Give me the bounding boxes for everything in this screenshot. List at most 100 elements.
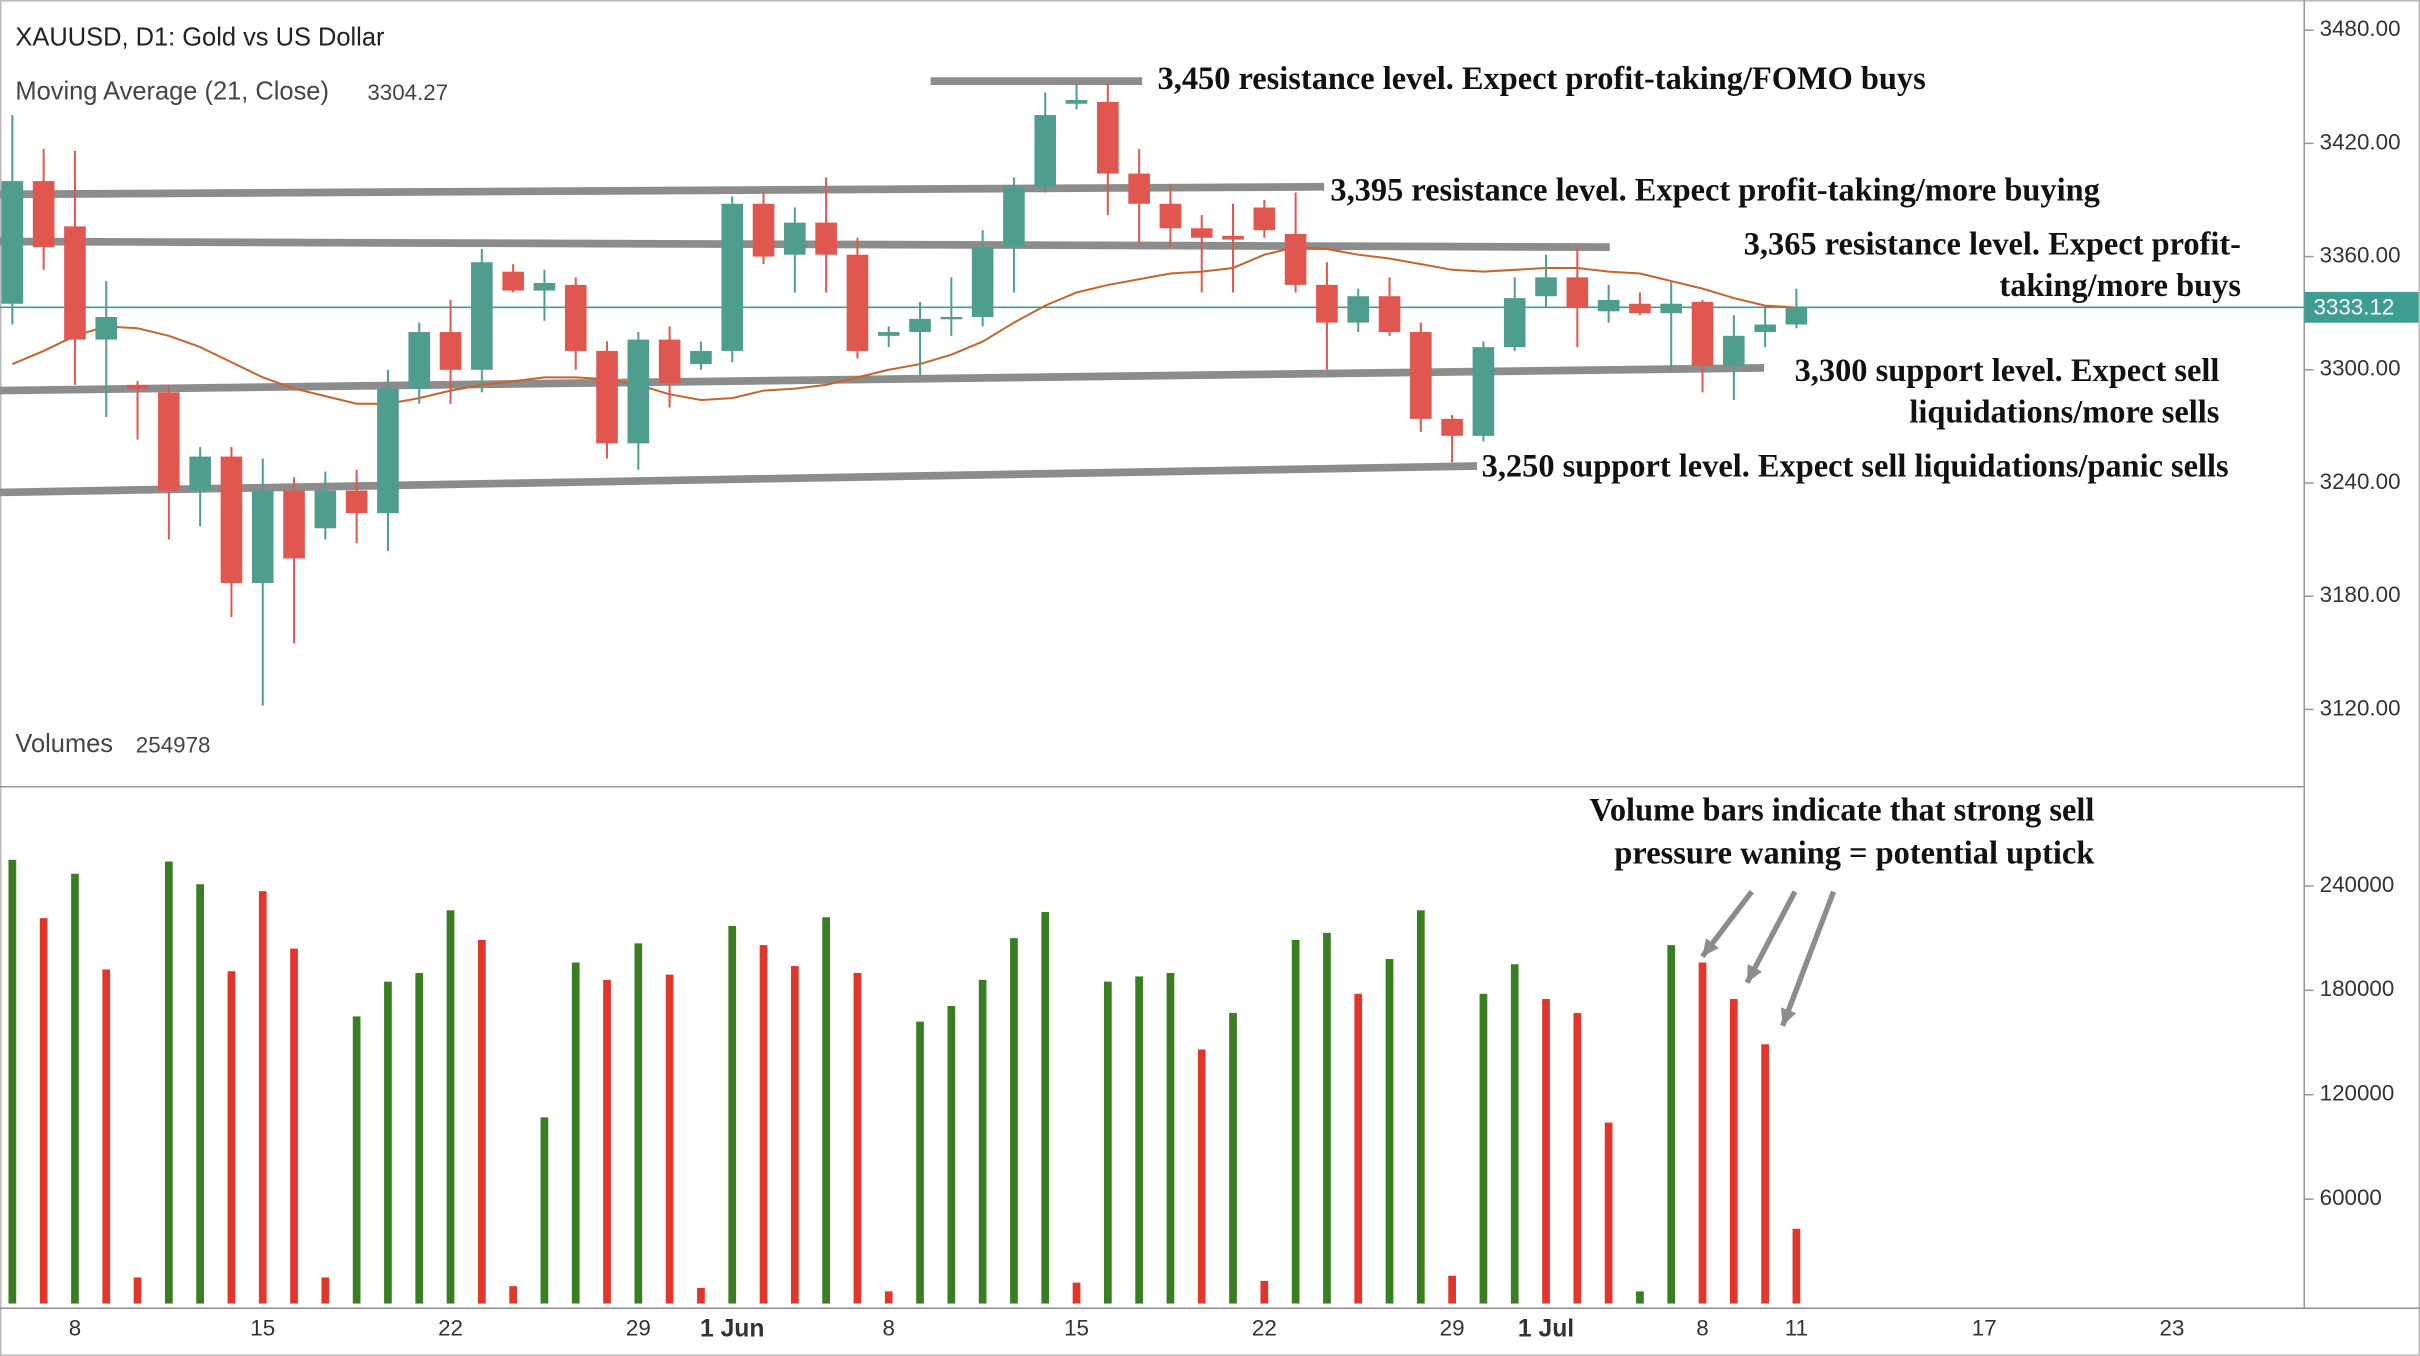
volume-bar	[1103, 981, 1112, 1304]
volume-bar	[384, 981, 392, 1304]
y-tick-label: 60000	[2320, 1185, 2382, 1210]
candle-body	[721, 203, 744, 351]
candle-body	[627, 339, 650, 444]
volume-legend-value: 254978	[136, 733, 211, 758]
annotation: 3,300 support level. Expect sell	[1795, 353, 2220, 389]
candle-body	[1503, 298, 1526, 348]
candle-body	[1723, 335, 1745, 367]
candle-body	[564, 284, 587, 351]
x-tick-label: 15	[250, 1316, 275, 1341]
candle-body	[909, 318, 931, 333]
candle-body	[1441, 418, 1463, 436]
candle-body	[784, 222, 806, 255]
arrow	[1780, 890, 1837, 1027]
volume-bar	[634, 943, 643, 1304]
volume-bar	[133, 1277, 142, 1304]
volume-bar	[697, 1287, 705, 1304]
volume-bar	[415, 972, 424, 1304]
volume-bar	[1291, 939, 1300, 1304]
candle-body	[1691, 301, 1714, 367]
volume-bar	[1072, 1282, 1081, 1304]
volume-bar	[1667, 945, 1676, 1304]
candle-body	[283, 490, 305, 559]
volume-bar	[571, 962, 580, 1304]
candle-body	[1034, 115, 1057, 187]
annotation: pressure waning = potential uptick	[1614, 836, 2094, 872]
candle-body	[1065, 99, 1088, 104]
candle-body	[439, 332, 462, 370]
candle-body	[1, 181, 24, 304]
candle-body	[158, 392, 180, 491]
y-tick-label: 240000	[2320, 872, 2395, 897]
candle-body	[345, 490, 368, 514]
candle-body	[377, 388, 399, 514]
volume-bar	[1416, 910, 1425, 1304]
annotation: 3,365 resistance level. Expect profit-	[1744, 226, 2241, 262]
level-line	[0, 364, 1765, 395]
volume-bar	[1729, 999, 1738, 1304]
candle-body	[95, 316, 118, 340]
candle-body	[1785, 307, 1808, 325]
arrow-head	[1702, 938, 1719, 957]
volume-bar	[477, 939, 486, 1304]
candle-body	[877, 332, 900, 336]
x-tick-label: 29	[1440, 1316, 1465, 1341]
volume-bar	[1792, 1228, 1801, 1304]
candle-body	[752, 203, 775, 257]
volume-bar	[1510, 964, 1519, 1304]
volume-bar	[603, 979, 611, 1304]
x-tick-label: 22	[438, 1316, 463, 1341]
x-tick-label: 15	[1064, 1316, 1089, 1341]
y-tick-label: 3240.00	[2320, 469, 2401, 494]
volume-bar	[1761, 1044, 1769, 1304]
last-price-box	[2304, 291, 2419, 323]
volume-bar	[790, 965, 799, 1304]
volume-bar	[1041, 912, 1050, 1304]
candle-body	[251, 490, 274, 583]
candle-body	[1097, 101, 1119, 174]
candle-body	[408, 332, 431, 389]
volume-bar	[853, 972, 862, 1304]
candle-body	[1316, 284, 1338, 323]
moving-average	[11, 246, 1797, 405]
candle-body	[471, 262, 493, 370]
candle-body	[1566, 277, 1589, 308]
candle-body	[690, 350, 712, 365]
x-tick-label: 17	[1972, 1316, 1997, 1341]
annotation: Volume bars indicate that strong sell	[1589, 792, 2094, 828]
candle-body	[596, 350, 618, 444]
candle-body	[815, 222, 837, 255]
chart-title: XAUUSD, D1: Gold vs US Dollar	[15, 23, 385, 51]
candle-body	[971, 247, 994, 317]
candle-body	[658, 339, 681, 384]
volume-bar	[352, 1016, 361, 1304]
volume-bar	[1604, 1122, 1613, 1304]
volume-bar	[1479, 993, 1488, 1304]
ma-legend-value: 3304.27	[367, 80, 448, 105]
volume-legend: Volumes	[15, 730, 113, 758]
volume-bar	[1636, 1291, 1644, 1304]
candle-body	[1660, 303, 1683, 314]
volume-bar	[1197, 1049, 1206, 1304]
y-tick-label: 3120.00	[2320, 695, 2401, 720]
x-tick-label: 22	[1252, 1316, 1277, 1341]
volume-bar	[446, 910, 455, 1304]
candle-body	[1222, 235, 1244, 240]
candle-body	[533, 283, 556, 291]
volume-bar	[947, 1006, 956, 1304]
annotation: 3,395 resistance level. Expect profit-ta…	[1330, 172, 2099, 208]
volume-bar	[822, 917, 830, 1304]
candle-body	[1003, 186, 1025, 248]
x-tick-label: 1 Jul	[1518, 1315, 1574, 1342]
candle-body	[1535, 277, 1557, 297]
volume-bar	[916, 1021, 924, 1304]
volume-bar	[321, 1277, 330, 1304]
volume-bar	[1542, 999, 1550, 1304]
x-tick-label: 8	[883, 1316, 895, 1341]
volume-bar	[258, 891, 267, 1304]
candle-body	[1410, 332, 1432, 419]
candle-body	[1284, 233, 1307, 285]
volume-bar	[196, 884, 205, 1304]
